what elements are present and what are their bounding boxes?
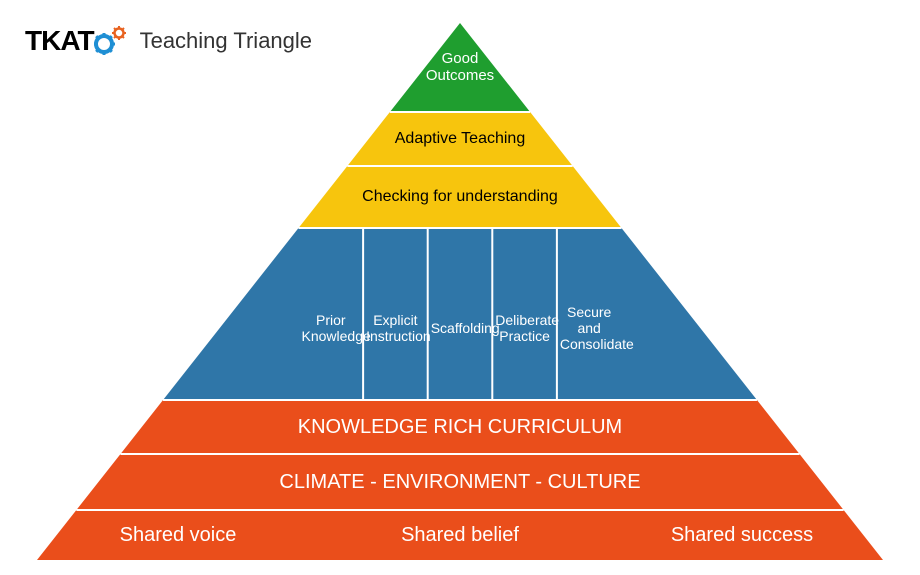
pillar-0: PriorKnowledge bbox=[302, 312, 361, 344]
pyramid-diagram: GoodOutcomes Adaptive Teaching Checking fo… bbox=[0, 0, 920, 575]
pillar-3: DeliberatePractice bbox=[495, 312, 554, 344]
shared-1: Shared belief bbox=[324, 524, 596, 547]
pillar-2: Scaffolding bbox=[431, 320, 490, 336]
tier-label-checking-understanding: Checking for understanding bbox=[347, 188, 572, 206]
shared-2: Shared success bbox=[606, 524, 878, 547]
shared-0: Shared voice bbox=[42, 524, 314, 547]
tier-label-good-outcomes: GoodOutcomes bbox=[390, 50, 530, 85]
tier-label-knowledge-rich: KNOWLEDGE RICH CURRICULUM bbox=[163, 416, 757, 439]
tier-pillars bbox=[163, 228, 757, 400]
pillar-4: SecureandConsolidate bbox=[560, 304, 619, 352]
tier-label-climate: CLIMATE - ENVIRONMENT - CULTURE bbox=[120, 471, 799, 494]
pillar-1: ExplicitInstruction bbox=[366, 312, 425, 344]
tier-label-adaptive-teaching: Adaptive Teaching bbox=[390, 130, 530, 148]
